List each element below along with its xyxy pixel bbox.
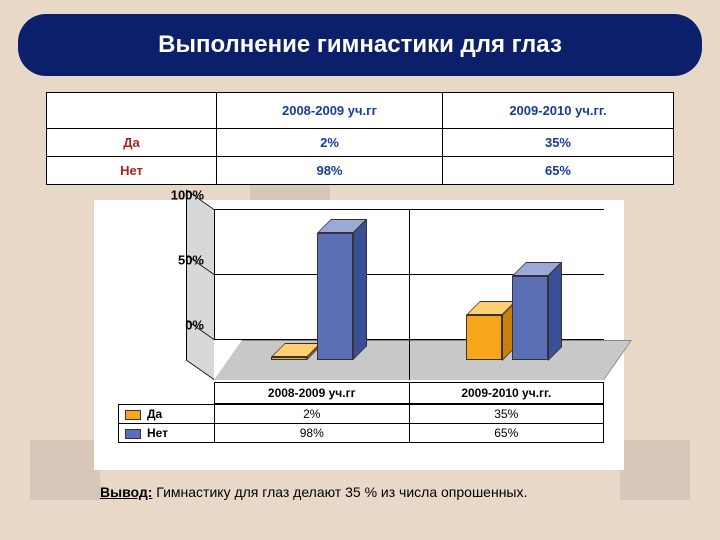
conclusion-lead: Вывод: [100,484,152,500]
bar [466,315,502,361]
bar [512,276,548,361]
legend-value: 65% [409,424,604,443]
chart-floor [214,340,632,380]
legend-swatch-no [125,429,141,439]
summary-table: 2008-2009 уч.гг 2009-2010 уч.гг. Да 2% 3… [46,92,674,185]
cell: 98% [217,157,443,185]
legend-value: 98% [215,424,410,443]
bar [271,357,307,360]
legend-row-yes: Да 2% 35% [119,405,604,424]
conclusion-body: Гимнастику для глаз делают 35 % из числа… [152,484,527,500]
cell: 35% [442,129,673,157]
legend-value: 35% [409,405,604,424]
legend-swatch-yes [125,410,141,420]
y-tick-label: 50% [144,253,204,268]
legend-row-no: Нет 98% 65% [119,424,604,443]
chart-side-wall [186,190,214,380]
row-label-no: Нет [47,157,217,185]
x-category-label: 2008-2009 уч.гг [215,383,410,403]
legend-item-no: Нет [119,424,215,443]
conclusion-text: Вывод: Гимнастику для глаз делают 35 % и… [100,484,620,500]
table-header-row: 2008-2009 уч.гг 2009-2010 уч.гг. [47,93,674,129]
table-row: Да 2% 35% [47,129,674,157]
row-label-yes: Да [47,129,217,157]
x-category-labels: 2008-2009 уч.гг 2009-2010 уч.гг. [214,382,604,404]
x-category-label: 2009-2010 уч.гг. [410,383,604,403]
chart-container: 0%50%100% 2008-2009 уч.гг 2009-2010 уч.г… [94,200,624,470]
chart-data-table: Да 2% 35% Нет 98% 65% [118,404,604,443]
cell: 65% [442,157,673,185]
plot-area: 0%50%100% [214,210,604,380]
bar [317,233,353,360]
y-tick-label: 100% [144,188,204,203]
legend-item-yes: Да [119,405,215,424]
table-header-col1: 2008-2009 уч.гг [217,93,443,129]
legend-value: 2% [215,405,410,424]
table-header-col2: 2009-2010 уч.гг. [442,93,673,129]
table-row: Нет 98% 65% [47,157,674,185]
page-title: Выполнение гимнастики для глаз [158,31,562,59]
title-banner: Выполнение гимнастики для глаз [18,14,702,76]
cell: 2% [217,129,443,157]
y-tick-label: 0% [144,318,204,333]
table-header-blank [47,93,217,129]
